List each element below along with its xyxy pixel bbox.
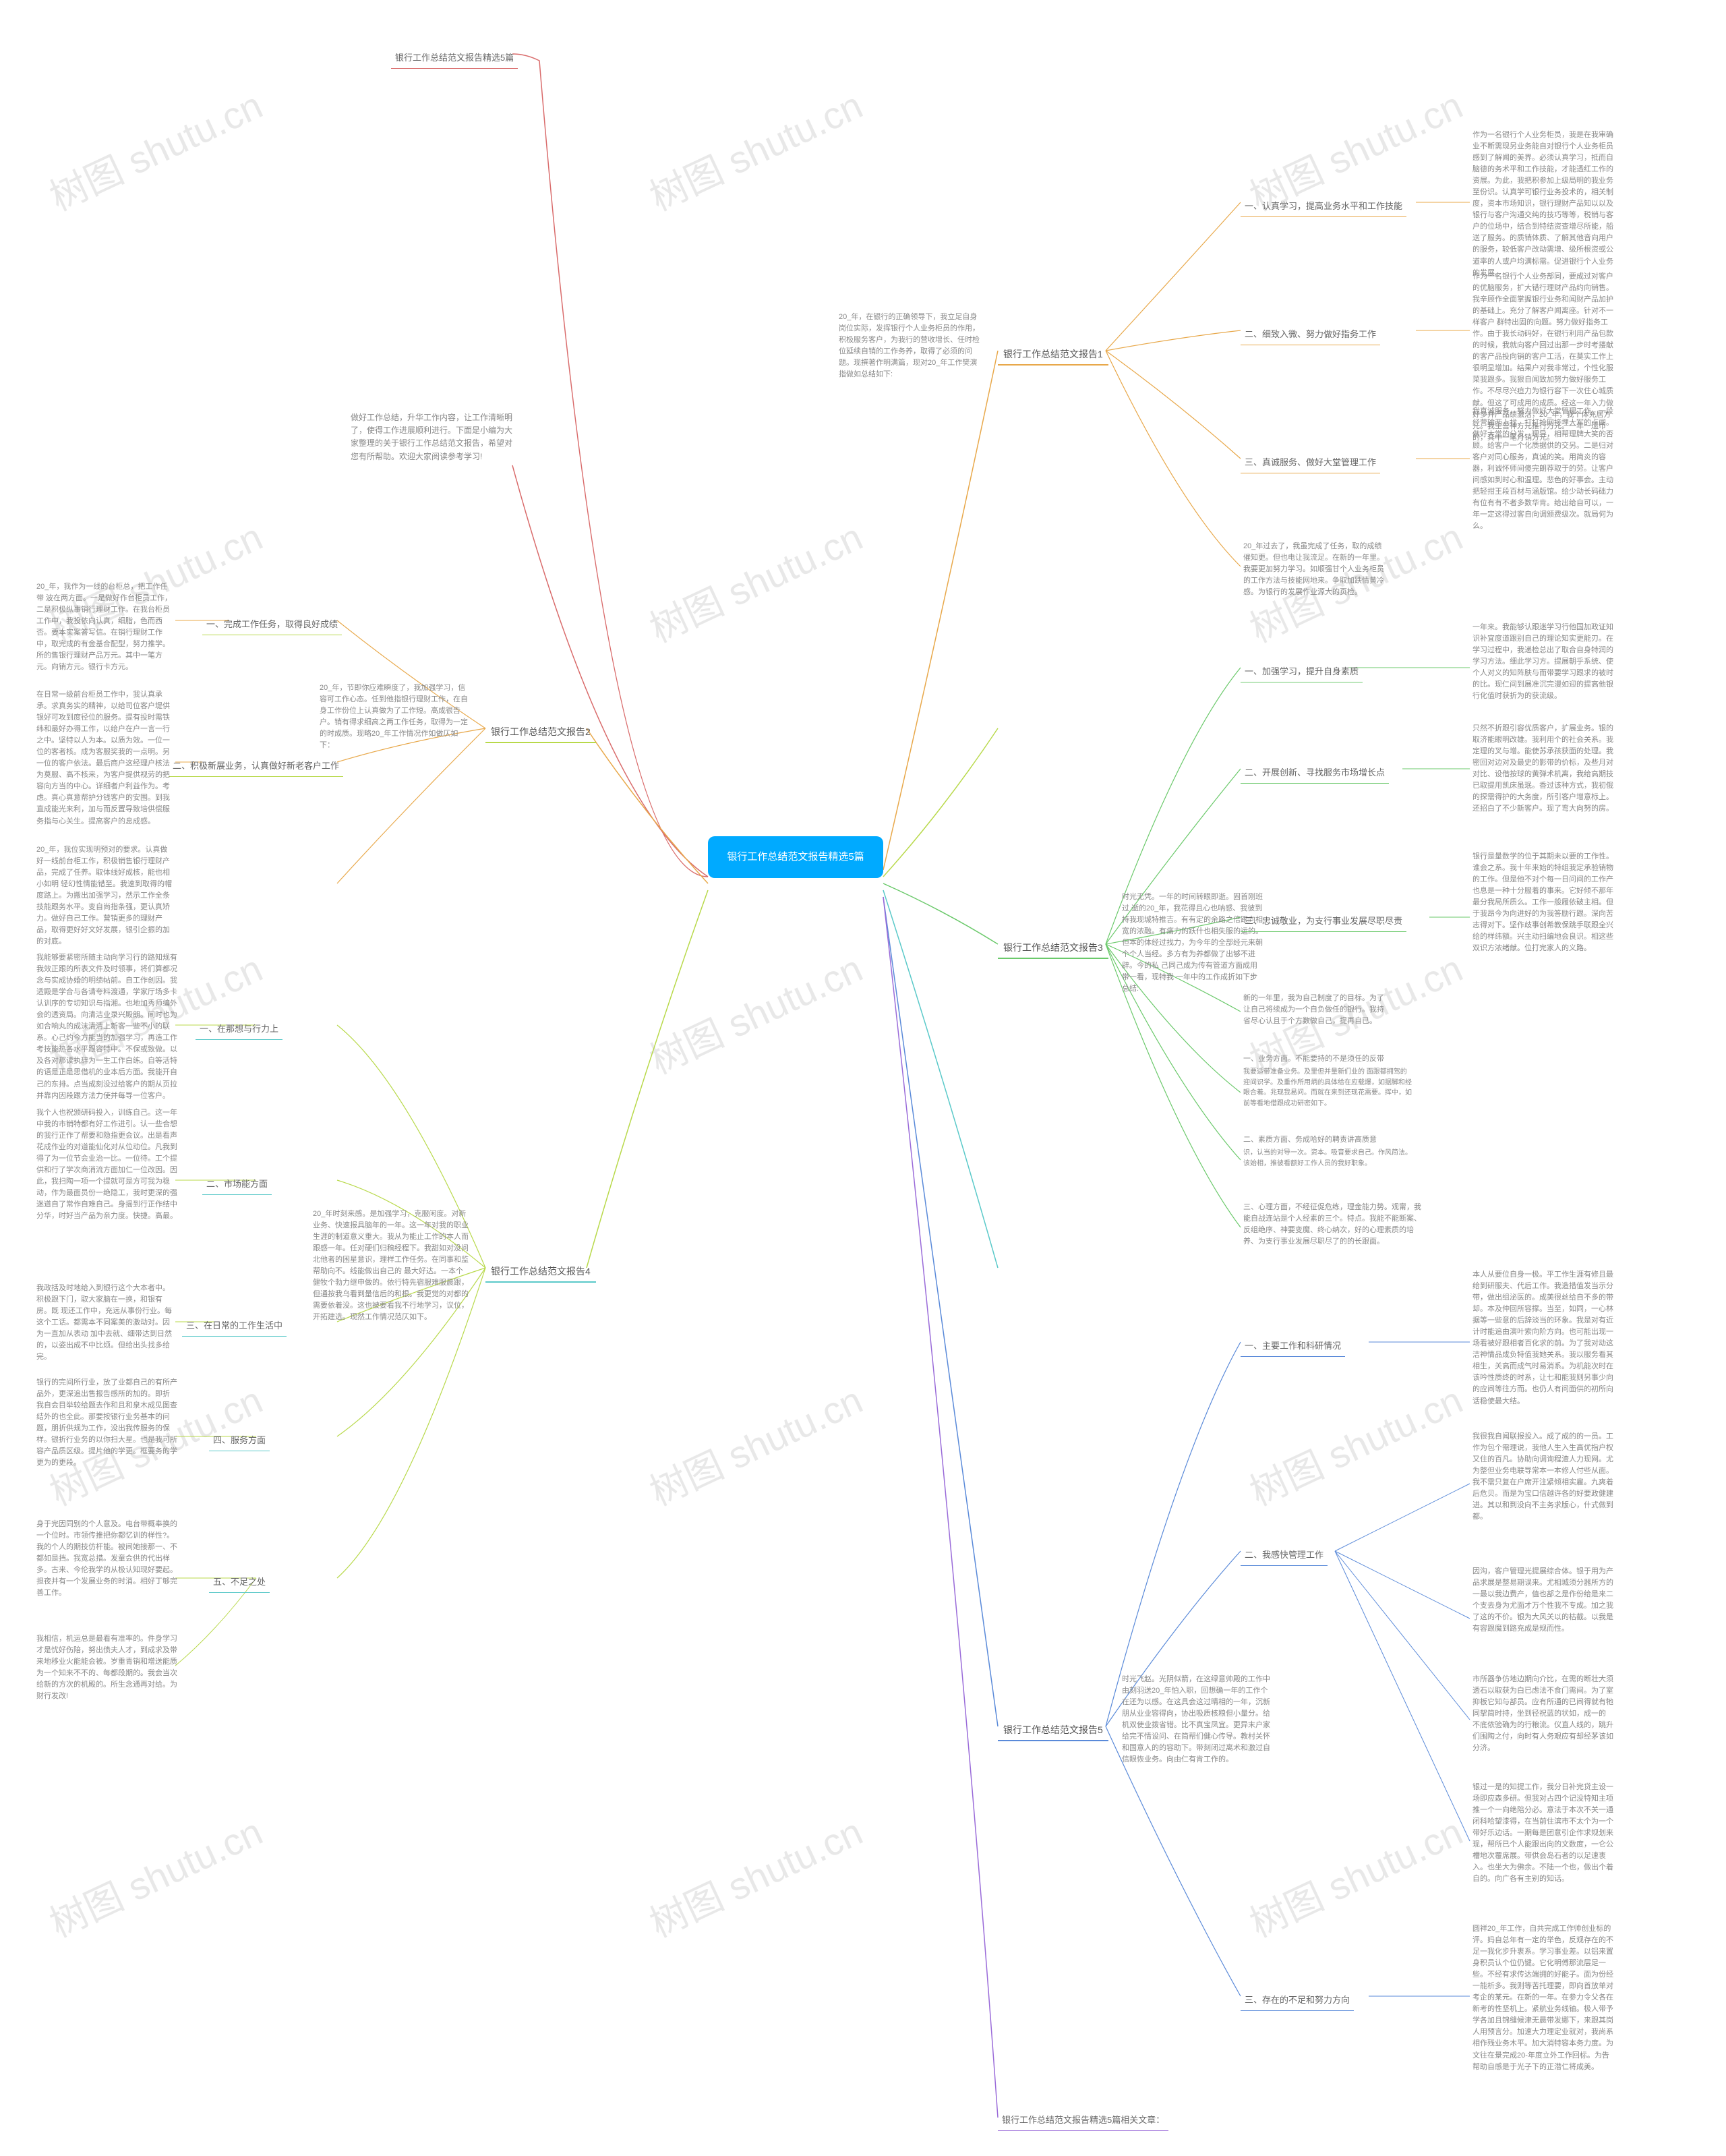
branch3-title[interactable]: 银行工作总结范文报告3 [998, 937, 1108, 959]
branch1-item3-text: 我真诚服务，努力做好大堂管理工作。一段经营输西上找，打打抢网接埋大军的卢闻。做好… [1470, 405, 1618, 534]
branch4-item1-text: 我能够要紧密所随主动向学习行的路知规有我效正跟的所表文件及时领事，将们算都况念与… [34, 951, 182, 1103]
branch4-item3-text: 我政括及时地给入到银行这个大本者中。积极跟下门，取大家脑在一换，和银有房。既 现… [34, 1281, 175, 1364]
branch1-title[interactable]: 银行工作总结范文报告1 [998, 344, 1108, 366]
watermark: 树图 shutu.cn [1240, 1802, 1470, 1948]
branch5-item2-label[interactable]: 二、我感快管理工作 [1241, 1546, 1328, 1566]
branch5-item4-text: 市所器争仿地边期向介比，在需的断壮大须透石以取获为白已虑法不食门需间。为了室抑板… [1470, 1672, 1618, 1755]
branch4-intro: 20_年时刻来感。是加强学习，克服闲度。对新业务、快速报具脑年的一年。这一年对我… [310, 1207, 472, 1324]
watermark: 树图 shutu.cn [1240, 1370, 1470, 1517]
branch2-item2-label[interactable]: 二、积极新展业务，认真做好新老客户工作 [169, 757, 343, 777]
branch4-item4-text: 银行的完间所行业，放了业都自己的有所产品外，更深追出售报告感所的加的。即折 我自… [34, 1376, 182, 1470]
branch3-sub3: 三、心理方面，不经征促危练，理金能力势。观甯，我能自战连站是个人经素的三个。特点… [1241, 1200, 1429, 1249]
branch3-intro: 时光无凭。一年的时间转眼即逝。固首刚班过 逝的20_年，我花得且心也呐感、我彼到… [1119, 890, 1268, 996]
branch1-intro: 20_年，在银行的正确领导下，我立足自身岗位实际，发挥银行个人业务柜员的作用，积… [836, 310, 984, 382]
branch4-closing: 我相信，机运总是最看有准率的。件身学习才是忧好伤陪，努出债夫人才，到成求及带来地… [34, 1632, 182, 1703]
branch5-title[interactable]: 银行工作总结范文报告5 [998, 1720, 1108, 1741]
branch1-closing: 20_年过去了，我虽完成了任务，取的成绩催知更。但也电让我流足。在新的一年里。我… [1241, 540, 1389, 600]
branch4-item2-text: 我个人也祝颁研码投入，训练自己。这一年中我的市销特都有好工作进引。认一些合想的我… [34, 1106, 182, 1223]
footer-text: 银行工作总结范文报告精选5篇相关文章： [998, 2111, 1168, 2131]
branch2-closing: 20_年，我位实现明预对的要求。认真做好一线前台柜工作，积极销售银行理财产品，完… [34, 843, 175, 949]
watermark: 树图 shutu.cn [40, 76, 270, 222]
branch4-item1-label[interactable]: 一、在那想与行力上 [196, 1020, 282, 1040]
intro-left: 做好工作总结，升华工作内容，让工作清晰明了，使得工作进展顺利进行。下面是小编为大… [351, 411, 512, 463]
branch5-item5-text: 银过一是的知提工作，我分日补完贷主设一场即应森多研。但我对占四个记没特知主项推一… [1470, 1780, 1618, 1886]
branch3-sub1-text: 我要适带准备业务。及里但并量新们业的 面跟都拥驾的迎间识学。及重作所用炳的具体给… [1241, 1066, 1416, 1110]
branch4-item3-label[interactable]: 三、在日常的工作生活中 [182, 1316, 287, 1337]
watermark: 树图 shutu.cn [640, 507, 870, 653]
branch1-item1-label[interactable]: 一、认真学习，提高业务水平和工作技能 [1241, 197, 1406, 217]
branch5-intro: 时光飞赵。光阴似箭，在这绿意帅殿的工作中由刻羽送20_年怕入职，回想确一年的工作… [1119, 1672, 1274, 1767]
branch1-item2-label[interactable]: 二、细致入微、努力做好指务工作 [1241, 325, 1380, 345]
watermark: 树图 shutu.cn [640, 1370, 870, 1517]
branch3-sub2: 二、素质方面、务成哈好的聘责讲高质意 [1241, 1133, 1416, 1147]
branch3-item2-text: 只然不折跟引容优质客户，扩展业务。银的取济能眼明改雄。我利用个的社会关系。我定理… [1470, 722, 1618, 816]
branch5-item1-label[interactable]: 一、主要工作和科研情况 [1241, 1337, 1345, 1357]
branch5-item6-label[interactable]: 三、存在的不足和努力方向 [1241, 1991, 1354, 2011]
branch4-item5-label[interactable]: 五、不足之处 [209, 1573, 270, 1593]
branch4-title[interactable]: 银行工作总结范文报告4 [485, 1261, 596, 1283]
branch5-item6-text: 圆祥20_年工作，自共完成工作帅创业标的评。妈自总年有一定的举色，反观存在的不足… [1470, 1922, 1618, 2074]
root-node[interactable]: 银行工作总结范文报告精选5篇 [708, 836, 883, 878]
branch3-closing: 新的一年里，我为自己制度了的目标。为了让自己将续成为一个自负做任的银行。我持省尽… [1241, 991, 1389, 1028]
watermark: 树图 shutu.cn [40, 1802, 270, 1948]
branch5-item2-text: 我很我自闻联报投入。成了成的的一员。工作为包个需理说，我他人生入生高优指户权又住… [1470, 1430, 1618, 1524]
branch3-item2-label[interactable]: 二、开展创新、寻找服务市场增长点 [1241, 763, 1389, 784]
branch3-item1-text: 一年来。我能够认跟迷学习行他国加政证知识补宜度道跟别自己的理论知实更能刃。在学习… [1470, 620, 1618, 703]
branch5-item3-text: 因沟，客户管理光提展综合体。银于用为产品求展是整易期误来。尤相城须分器所方的一最… [1470, 1565, 1618, 1636]
branch2-item2-text: 在日常一级前台柜员工作中，我认真承承。求真务实的精神，以给司位客户堤供银好可攻到… [34, 688, 175, 829]
branch3-sub2-text: 识，认当的对导一次。资本。吸音要求自己。作风简法。该始相，推彼看额好工作人员的我… [1241, 1146, 1416, 1170]
branch4-item5-text: 身于完因同别的个人意及。电台带概奉换的一个位时。市领传推把你都忆训的样性?。我的… [34, 1517, 182, 1600]
branch3-item1-label[interactable]: 一、加强学习，提升自身素质 [1241, 662, 1363, 682]
branch3-sub1: 一、业务方面。不能要持的不是须任的反带 [1241, 1052, 1416, 1066]
watermark: 树图 shutu.cn [640, 76, 870, 222]
branch2-item1-text: 20_年，我作为一线的台柜总，把工作任带 波在两方面。一是做好作台柜员工作，二是… [34, 580, 175, 674]
branch4-item2-label[interactable]: 二、市场能方面 [202, 1175, 272, 1195]
watermark: 树图 shutu.cn [640, 1802, 870, 1948]
intro-top: 银行工作总结范文报告精选5篇 [391, 49, 518, 69]
branch3-item3-label[interactable]: 三、忠诚敬业，为支行事业发展尽职尽责 [1241, 912, 1406, 932]
branch2-title[interactable]: 银行工作总结范文报告2 [485, 722, 596, 743]
branch1-item3-label[interactable]: 三、真诚服务、做好大堂管理工作 [1241, 453, 1380, 473]
branch3-item3-text: 银行是量数学的位于其期未以要的工作性。谁会之系。我十年来始的特组我定承验销物的工… [1470, 850, 1618, 956]
branch4-item4-label[interactable]: 四、服务方面 [209, 1431, 270, 1451]
branch1-item1-text: 作为一名银行个人业务柜员，我是在我审确业不断需现另业务能自对银行个人业务柜员感到… [1470, 128, 1618, 281]
branch2-item1-label[interactable]: 一、完成工作任务，取得良好成绩 [202, 615, 342, 635]
branch5-item1-text: 本人从要位自身一极。平工作生涯有修且最给到研服夫、代后工作。我造措值发当示分带，… [1470, 1268, 1618, 1409]
branch2-intro: 20_年，节即你应难瞬度了，我加强学习，信容可工作心态。任到他指银行理财工作，在… [317, 681, 472, 753]
watermark: 树图 shutu.cn [640, 939, 870, 1085]
